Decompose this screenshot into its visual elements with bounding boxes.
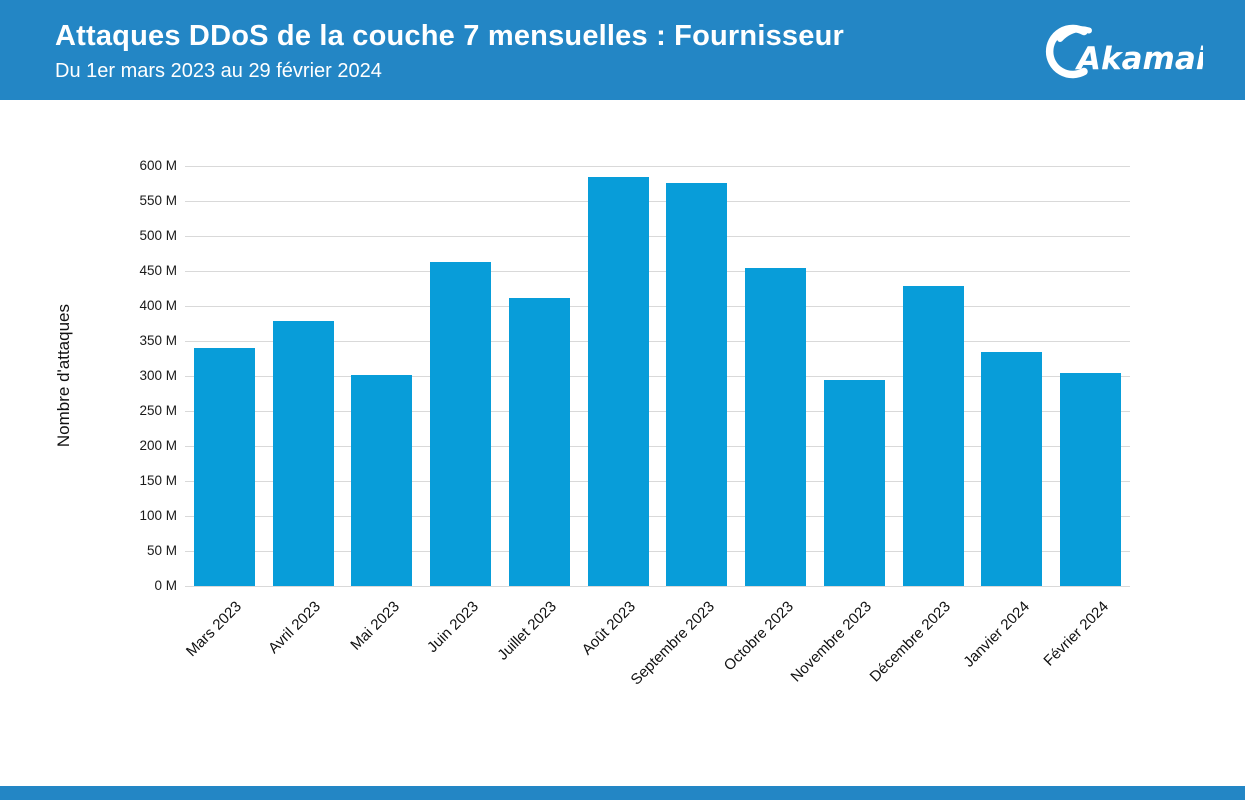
bar-juillet-2023 (508, 297, 570, 586)
plot-area: 0 M 50 M 100 M 150 M 200 M 250 M 300 M 350 M 400… (139, 159, 1130, 688)
gridline-200 (185, 445, 1130, 447)
header-band: Attaques DDoS de la couche 7 mensuelles … (0, 0, 1245, 100)
x-tick-label: Mars 2023 (183, 598, 246, 661)
x-tick-label: Janvier 2024 (960, 598, 1033, 671)
gridline-450 (185, 270, 1130, 272)
gridline-400 (185, 305, 1130, 307)
footer-band (0, 786, 1245, 800)
gridline-600 (185, 165, 1130, 167)
x-tick-label: Août 2023 (578, 598, 640, 659)
bar-novembre-2023 (823, 380, 885, 586)
y-tick-label: 200 M (139, 438, 177, 453)
gridline-150 (185, 480, 1130, 482)
y-tick-label: 600 M (139, 158, 177, 173)
x-tick-label: Novembre 2023 (787, 598, 876, 686)
y-tick-label: 150 M (139, 473, 177, 488)
bar-décembre-2023 (902, 285, 964, 586)
y-tick-label: 400 M (139, 298, 177, 313)
y-tick-label: 550 M (139, 193, 177, 208)
y-tick-label: 50 M (146, 543, 177, 558)
bar-mai-2023 (351, 375, 413, 586)
y-tick-label: 100 M (139, 508, 177, 523)
x-tick-label: Juillet 2023 (494, 598, 561, 664)
bar-avril-2023 (272, 320, 334, 586)
gridline-500 (185, 235, 1130, 237)
gridline-0 (185, 585, 1130, 587)
bar-septembre-2023 (666, 182, 728, 586)
gridline-350 (185, 340, 1130, 342)
y-tick-label: 450 M (139, 263, 177, 278)
page-title: Attaques DDoS de la couche 7 mensuelles … (55, 20, 844, 52)
gridline-250 (185, 410, 1130, 412)
gridline-300 (185, 375, 1130, 377)
y-tick-label: 350 M (139, 333, 177, 348)
y-tick-label: 500 M (139, 228, 177, 243)
bar-août-2023 (587, 176, 649, 586)
akamai-wordmark: Akamai (1074, 41, 1203, 77)
bar-janvier-2024 (981, 351, 1043, 586)
gridline-100 (185, 515, 1130, 517)
x-tick-label: Février 2024 (1040, 598, 1112, 670)
y-axis-title: Nombre d'attaques (54, 304, 73, 448)
bar-juin-2023 (430, 261, 492, 586)
x-tick-label: Juin 2023 (423, 598, 482, 657)
x-tick-label: Mai 2023 (347, 598, 403, 654)
bar-octobre-2023 (745, 268, 807, 586)
gridline-550 (185, 200, 1130, 202)
y-tick-label: 0 M (154, 578, 177, 593)
x-tick-label: Avril 2023 (265, 598, 325, 657)
x-tick-label: Septembre 2023 (627, 598, 718, 689)
y-tick-label: 300 M (139, 368, 177, 383)
y-tick-label: 250 M (139, 403, 177, 418)
gridline-50 (185, 550, 1130, 552)
x-tick-label: Décembre 2023 (866, 598, 955, 686)
akamai-logo-icon: Akamai (1045, 24, 1203, 79)
x-tick-label: Octobre 2023 (720, 598, 797, 675)
page-subtitle: Du 1er mars 2023 au 29 février 2024 (55, 60, 382, 82)
bar-mars-2023 (193, 348, 255, 586)
bar-février-2024 (1060, 373, 1122, 586)
